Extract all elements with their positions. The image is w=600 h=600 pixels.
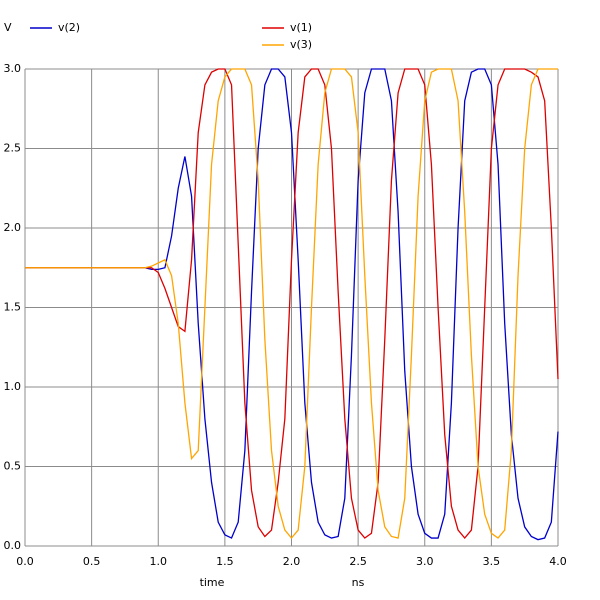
x-tick-label: 2.0 [283,555,301,568]
series-line [25,68,558,540]
y-axis-label: V [4,21,12,34]
x-axis-label: time [200,576,225,589]
x-axis-unit: ns [352,576,365,589]
series-line [25,68,559,540]
y-tick-label: 1.5 [4,301,22,314]
x-tick-label: 3.0 [416,555,434,568]
x-tick-label: 2.5 [349,555,367,568]
x-tick-label: 0.5 [83,555,101,568]
x-tick-label: 0.0 [16,555,34,568]
y-tick-label: 2.5 [4,142,22,155]
series-line [25,68,559,541]
y-tick-label: 3.0 [4,62,22,75]
legend-label: v(2) [58,21,80,34]
x-tick-label: 3.5 [483,555,501,568]
x-tick-label: 4.0 [549,555,567,568]
y-tick-label: 1.0 [4,380,22,393]
legend-label: v(1) [290,21,312,34]
x-tick-label: 1.5 [216,555,234,568]
legend-label: v(3) [290,38,312,51]
y-tick-label: 0.5 [4,460,22,473]
y-tick-label: 2.0 [4,221,22,234]
x-tick-label: 1.0 [150,555,168,568]
y-tick-label: 0.0 [4,539,22,552]
